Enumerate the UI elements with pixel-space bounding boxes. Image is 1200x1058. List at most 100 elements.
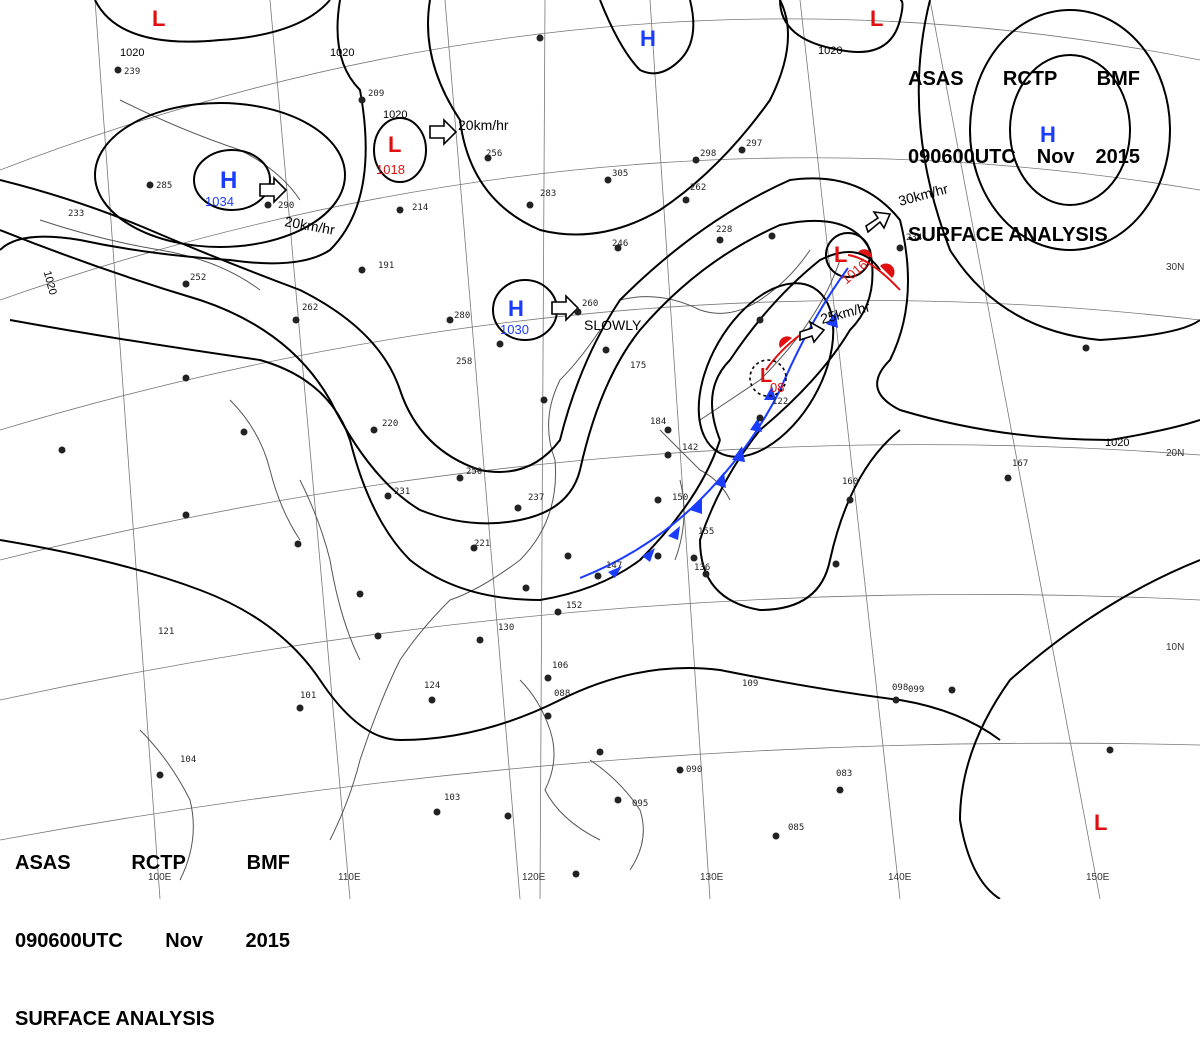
valid-month: Nov — [1036, 146, 1075, 168]
header-bottom: ASAS RCTP BMF 090600UTC Nov 2015 SURFACE… — [15, 798, 290, 1058]
station-value: 262 — [302, 303, 318, 313]
agency-code: ASAS — [908, 68, 964, 90]
station-value: 233 — [68, 209, 84, 219]
low-value: 08 — [770, 380, 784, 395]
station-markers — [58, 34, 1114, 878]
low-area-dashed — [749, 359, 787, 397]
station-value: 122 — [772, 397, 788, 407]
low-symbol: L — [1094, 810, 1107, 835]
lon-label: 150E — [1086, 872, 1110, 883]
station-value: 121 — [158, 627, 174, 637]
office-code: BMF — [1096, 68, 1140, 90]
station-value: 262 — [690, 183, 706, 193]
station-value: 175 — [630, 361, 646, 371]
station-value: 221 — [474, 539, 490, 549]
high-symbol: H — [1040, 122, 1056, 147]
station-plots: 239 209 285 290 214 191 256 305 298 297 … — [68, 67, 1028, 833]
low-value: 1018 — [376, 162, 405, 177]
station-value: 228 — [716, 225, 732, 235]
header-top: ASAS RCTP BMF 090600UTC Nov 2015 SURFACE… — [908, 14, 1140, 274]
station-value: 298 — [700, 149, 716, 159]
station-value: 109 — [742, 679, 758, 689]
station-value: 152 — [566, 601, 582, 611]
station-value: 147 — [606, 561, 622, 571]
station-value: 280 — [454, 311, 470, 321]
low-symbol: L — [760, 365, 772, 387]
low-symbol: L — [834, 242, 847, 267]
grid-labels: 100E 110E 120E 130E 140E 150E 30N 20N 10… — [148, 262, 1184, 883]
station-value: 191 — [378, 261, 394, 271]
lon-label: 110E — [338, 872, 361, 883]
high-symbol: H — [508, 296, 524, 321]
station-value: 124 — [424, 681, 440, 691]
valid-month: Nov — [165, 930, 204, 952]
station-value: 136 — [694, 563, 710, 573]
station-value: 083 — [836, 769, 852, 779]
station-value: 290 — [278, 201, 294, 211]
station-value: 231 — [394, 487, 410, 497]
high-symbol: H — [220, 167, 237, 194]
lon-label: 140E — [888, 872, 912, 883]
chart-title: SURFACE ANALYSIS — [15, 1008, 215, 1030]
isobar-label: 1020 — [330, 47, 354, 59]
lon-label: 100E — [148, 872, 172, 883]
station-value: 297 — [746, 139, 762, 149]
station-value: 167 — [1012, 459, 1028, 469]
lat-label: 30N — [1166, 262, 1184, 273]
valid-time: 090600UTC — [15, 930, 123, 952]
lon-label: 120E — [522, 872, 546, 883]
station-value: 101 — [300, 691, 316, 701]
low-symbol: L — [152, 6, 165, 31]
station-value: 099 — [908, 685, 924, 695]
station-value: 090 — [686, 765, 702, 775]
high-value: 1030 — [500, 322, 529, 337]
station-value: 155 — [698, 527, 714, 537]
valid-year: 2015 — [1095, 146, 1140, 168]
isobars — [0, 0, 1200, 899]
station-value: 256 — [486, 149, 502, 159]
station-value: 234 — [906, 233, 922, 243]
isobar-label: 1020 — [383, 109, 407, 121]
agency-code: ASAS — [15, 852, 71, 874]
isobar-label: 1020 — [818, 45, 842, 57]
station-value: 246 — [612, 239, 628, 249]
station-value: 237 — [528, 493, 544, 503]
station-value: 088 — [554, 689, 570, 699]
valid-year: 2015 — [245, 930, 290, 952]
isobar-label: 1020 — [120, 47, 144, 59]
station-value: 239 — [124, 67, 140, 77]
station-value: 142 — [682, 443, 698, 453]
station-value: 305 — [612, 169, 628, 179]
high-symbol: H — [640, 26, 656, 51]
lat-label: 20N — [1166, 448, 1184, 459]
warm-front — [765, 249, 901, 371]
header-row-time: 090600UTC Nov 2015 — [15, 928, 290, 954]
header-row-agency: ASAS RCTP BMF — [15, 850, 290, 876]
station-value: 252 — [190, 273, 206, 283]
station-value: 085 — [788, 823, 804, 833]
station-value: 130 — [498, 623, 514, 633]
isobar-label: 1020 — [1105, 437, 1129, 449]
weather-map: 1020 1020 1020 1020 1020 1020 H 1034 H 1… — [0, 0, 1200, 899]
lat-label: 10N — [1166, 642, 1184, 653]
isobar-label: 1020 — [41, 270, 59, 297]
station-value: 260 — [582, 299, 598, 309]
station-value: 250 — [466, 467, 482, 477]
low-symbol: L — [870, 6, 883, 31]
station-value: 103 — [444, 793, 460, 803]
movement-label: 20km/hr — [458, 117, 509, 133]
low-symbol: L — [388, 132, 401, 157]
station-value: 184 — [650, 417, 666, 427]
graticule — [0, 0, 1200, 899]
movement-arrows — [259, 118, 892, 344]
office-code: BMF — [246, 852, 290, 874]
station-value: 283 — [540, 189, 556, 199]
station-value: 160 — [842, 477, 858, 487]
movement-label: SLOWLY — [584, 317, 642, 333]
valid-time: 090600UTC — [908, 146, 1016, 168]
station-value: 106 — [552, 661, 568, 671]
header-row-agency: ASAS RCTP BMF — [908, 66, 1140, 92]
station-value: 285 — [156, 181, 172, 191]
center-code: RCTP — [131, 852, 186, 874]
station-value: 095 — [632, 799, 648, 809]
